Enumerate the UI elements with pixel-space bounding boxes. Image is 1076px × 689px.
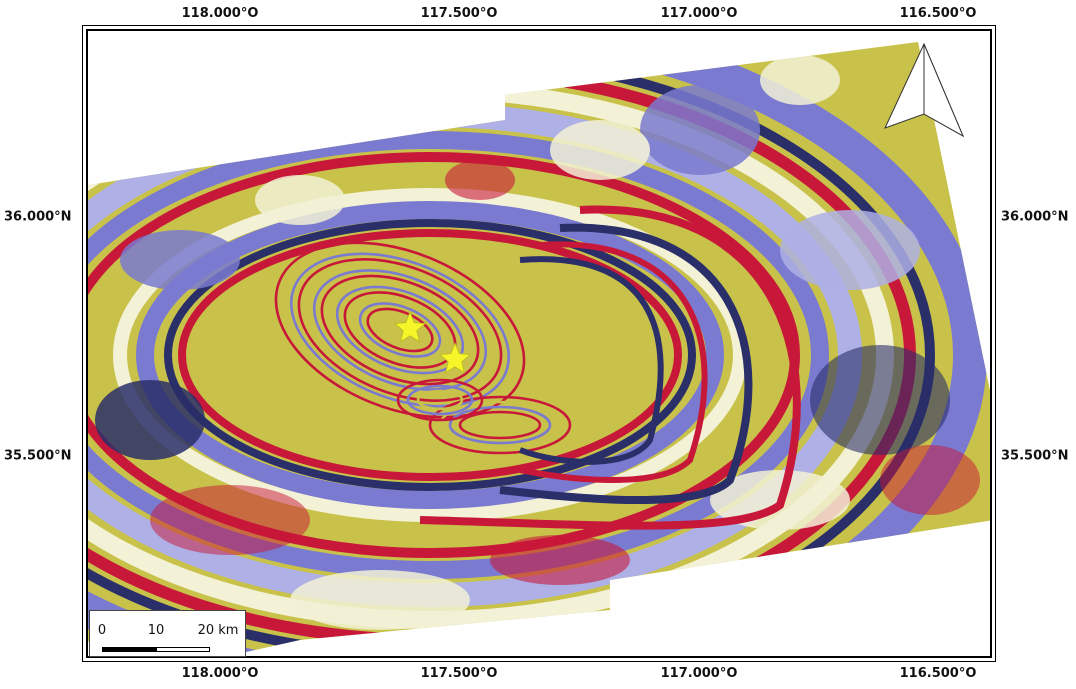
scale-bar-label-0: 0 <box>97 623 107 638</box>
lon-label-bottom-117-5: 117.500°O <box>420 666 498 681</box>
epicenter-star-2 <box>438 341 472 374</box>
epicenter-star-1 <box>393 310 427 343</box>
lon-label-top-118: 118.000°O <box>181 6 259 21</box>
map-frame-inner <box>86 29 992 658</box>
lat-label-left-35-5: 35.500°N <box>4 448 72 464</box>
north-arrow-icon <box>884 42 965 138</box>
lat-label-right-36: 36.000°N <box>1001 209 1069 225</box>
scale-bar-label-20: 20 km <box>197 623 239 638</box>
lon-label-top-117: 117.000°O <box>660 6 738 21</box>
scale-bar-segment-black <box>102 647 156 652</box>
map-frame-outer <box>82 25 996 662</box>
scale-bar-segment-white <box>156 647 210 652</box>
lat-label-left-36: 36.000°N <box>4 209 72 225</box>
lon-label-top-117-5: 117.500°O <box>420 6 498 21</box>
lon-label-bottom-117: 117.000°O <box>660 666 738 681</box>
lon-label-top-116-5: 116.500°O <box>899 6 977 21</box>
scale-bar-label-10: 10 <box>147 623 165 638</box>
scale-bar: 0 10 20 km <box>89 610 246 657</box>
lat-label-right-35-5: 35.500°N <box>1001 448 1069 464</box>
lon-label-bottom-116-5: 116.500°O <box>899 666 977 681</box>
lon-label-bottom-118: 118.000°O <box>181 666 259 681</box>
